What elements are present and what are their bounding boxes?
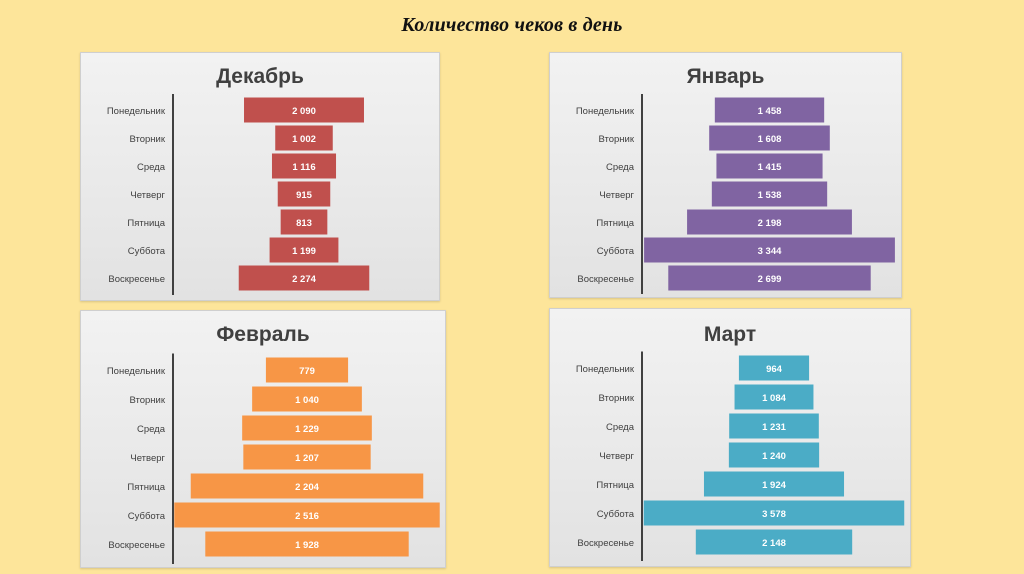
bar-december — [271, 153, 337, 179]
category-label: Воскресенье — [108, 540, 165, 551]
category-label: Понедельник — [576, 106, 635, 117]
bar-december — [244, 97, 364, 123]
chart-title-march: Март — [704, 323, 756, 346]
category-label: Воскресенье — [577, 538, 634, 549]
bar-january — [714, 97, 825, 123]
data-label: 2 198 — [758, 218, 782, 229]
category-label: Четверг — [599, 190, 634, 201]
data-label: 1 608 — [758, 134, 782, 145]
bar-december — [280, 209, 328, 235]
category-label: Вторник — [598, 134, 634, 145]
bar-february — [252, 386, 362, 412]
bar-january — [716, 153, 823, 179]
data-label: 3 578 — [762, 509, 786, 520]
data-label: 1 415 — [758, 162, 782, 173]
data-label: 1 928 — [295, 540, 319, 551]
category-label: Суббота — [597, 246, 635, 257]
data-label: 1 116 — [292, 162, 315, 173]
bar-january — [709, 125, 830, 151]
category-label: Пятница — [127, 218, 165, 229]
bar-january — [711, 181, 828, 207]
bar-january — [668, 265, 871, 291]
bar-february — [174, 502, 440, 528]
chart-title-february: Февраль — [216, 323, 309, 346]
category-label: Среда — [137, 162, 166, 173]
category-label: Вторник — [129, 395, 165, 406]
data-label: 1 002 — [292, 134, 316, 145]
bar-february — [242, 415, 372, 441]
chart-panel-december: Декабрь Понедельник 2 090 Вторник 1 002 Среда… — [80, 52, 440, 301]
chart-march: Март Понедельник 964 Вторник 1 084 Среда 1 231… — [576, 323, 905, 561]
bar-february — [190, 473, 424, 499]
chart-panel-february: Февраль Понедельник 779 Вторник 1 040 Среда 1 … — [80, 310, 446, 568]
category-label: Среда — [606, 162, 635, 173]
category-label: Понедельник — [107, 366, 166, 377]
chart-panel-january: Январь Понедельник 1 458 Вторник 1 608 Среда 1… — [549, 52, 902, 298]
bar-december — [238, 265, 370, 291]
data-label: 2 090 — [292, 106, 316, 117]
data-label: 1 458 — [758, 106, 782, 117]
data-label: 1 199 — [292, 246, 316, 257]
bar-march — [728, 442, 820, 468]
category-label: Четверг — [130, 190, 165, 201]
category-label: Пятница — [596, 480, 634, 491]
chart-december: Декабрь Понедельник 2 090 Вторник 1 002 Среда… — [107, 65, 370, 295]
category-label: Вторник — [598, 393, 634, 404]
bar-march — [695, 529, 853, 555]
bar-december — [275, 125, 333, 151]
data-label: 3 344 — [758, 246, 782, 257]
bar-march — [703, 471, 845, 497]
category-label: Воскресенье — [577, 274, 634, 285]
chart-panel-march: Март Понедельник 964 Вторник 1 084 Среда 1 231… — [549, 308, 911, 567]
data-label: 1 207 — [295, 453, 319, 464]
category-label: Четверг — [130, 453, 165, 464]
category-label: Воскресенье — [108, 274, 165, 285]
bar-february — [243, 444, 371, 470]
category-label: Пятница — [127, 482, 165, 493]
data-label: 2 148 — [762, 538, 786, 549]
category-label: Суббота — [128, 246, 166, 257]
bar-february — [205, 531, 409, 557]
data-label: 2 274 — [292, 274, 316, 285]
chart-title-december: Декабрь — [216, 65, 304, 88]
category-label: Четверг — [599, 451, 634, 462]
data-label: 779 — [299, 366, 315, 377]
bar-december — [269, 237, 339, 263]
bar-march — [734, 384, 814, 410]
data-label: 2 699 — [758, 274, 782, 285]
data-label: 1 229 — [295, 424, 319, 435]
category-label: Вторник — [129, 134, 165, 145]
slide-title: Количество чеков в день — [401, 14, 623, 36]
data-label: 2 204 — [295, 482, 319, 493]
bar-december — [277, 181, 331, 207]
data-label: 813 — [296, 218, 312, 229]
data-label: 2 516 — [295, 511, 319, 522]
chart-title-january: Январь — [687, 65, 765, 88]
bar-january — [687, 209, 852, 235]
category-label: Суббота — [597, 509, 635, 520]
data-label: 964 — [766, 364, 783, 375]
bar-february — [265, 357, 349, 383]
data-label: 1 231 — [762, 422, 786, 433]
bar-january — [644, 237, 895, 263]
category-label: Понедельник — [576, 364, 635, 375]
data-label: 1 240 — [762, 451, 786, 462]
data-label: 1 538 — [758, 190, 782, 201]
bar-march — [643, 500, 905, 526]
data-label: 1 924 — [762, 480, 786, 491]
category-label: Среда — [606, 422, 635, 433]
category-label: Среда — [137, 424, 166, 435]
data-label: 915 — [296, 190, 313, 201]
category-label: Суббота — [128, 511, 166, 522]
category-label: Пятница — [596, 218, 634, 229]
chart-february: Февраль Понедельник 779 Вторник 1 040 Среда 1 … — [107, 323, 440, 564]
bar-march — [729, 413, 819, 439]
bar-march — [738, 355, 810, 381]
data-label: 1 084 — [762, 393, 786, 404]
category-label: Понедельник — [107, 106, 166, 117]
chart-january: Январь Понедельник 1 458 Вторник 1 608 Среда 1… — [576, 65, 895, 294]
data-label: 1 040 — [295, 395, 319, 406]
